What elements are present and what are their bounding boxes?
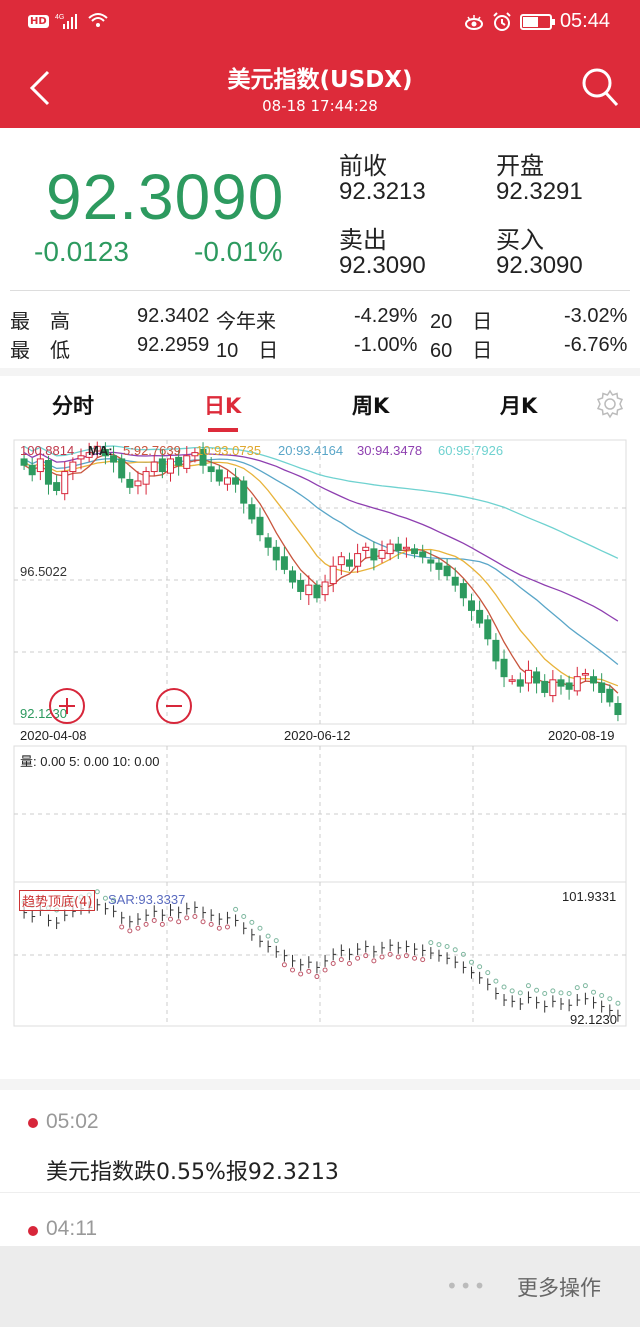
more-actions-button[interactable]: 更多操作 xyxy=(517,1276,601,1300)
bottom-action-bar: ••• 更多操作 xyxy=(0,1246,640,1327)
status-time: 05:44 xyxy=(559,10,610,32)
trend-indicator-badge[interactable]: 趋势顶底(4) xyxy=(19,890,96,911)
news-feed: 05:02 美元指数跌0.55%报92.3213 04:11 xyxy=(0,1090,640,1250)
signal-icon: 4G xyxy=(55,14,77,29)
sar-low-label: 92.1230 xyxy=(570,1012,617,1027)
bid-price: 买入 92.3090 xyxy=(496,226,583,279)
price-change: -0.0123 xyxy=(34,236,129,267)
chart-canvas[interactable] xyxy=(0,434,640,1079)
news-time: 05:02 xyxy=(46,1110,99,1133)
search-button[interactable] xyxy=(580,66,620,108)
tab-intraday[interactable]: 分时 xyxy=(52,394,94,418)
current-price: 92.3090 xyxy=(46,161,285,233)
divider xyxy=(0,1192,640,1193)
back-button[interactable] xyxy=(26,68,56,108)
stats-row-high: 最 高 92.3402 今年来 -4.29% 20 日 -3.02% xyxy=(10,305,628,333)
gear-icon[interactable] xyxy=(594,388,626,420)
zoom-in-button[interactable] xyxy=(49,688,85,724)
date-label-end: 2020-08-19 xyxy=(548,728,615,743)
eye-comfort-icon xyxy=(464,14,483,30)
tab-monthly-k[interactable]: 月K xyxy=(500,394,538,418)
search-icon xyxy=(582,68,619,107)
wifi-icon xyxy=(88,13,108,27)
chart-period-tabs: 分时 日K 周K 月K xyxy=(0,376,640,434)
date-label-start: 2020-04-08 xyxy=(20,728,87,743)
battery-icon xyxy=(519,13,555,30)
news-dot-icon xyxy=(28,1226,38,1236)
zoom-out-button[interactable] xyxy=(156,688,192,724)
news-time: 04:11 xyxy=(46,1217,97,1240)
open-price: 开盘 92.3291 xyxy=(496,152,583,205)
prev-close: 前收 92.3213 xyxy=(339,152,426,205)
more-dots-icon[interactable]: ••• xyxy=(446,1274,488,1298)
sar-high-label: 101.9331 xyxy=(562,889,617,904)
news-dot-icon xyxy=(28,1118,38,1128)
chart-mid-label: 96.5022 xyxy=(20,564,67,579)
ma30-legend: 30:94.3478 xyxy=(357,443,423,458)
alarm-icon xyxy=(493,11,511,31)
ma20-legend: 20:93.4164 xyxy=(278,443,344,458)
app-header: HD 4G 05:44 xyxy=(0,0,640,128)
divider xyxy=(10,290,630,291)
volume-legend: 量: 0.00 5: 0.00 10: 0.00 xyxy=(20,754,160,769)
news-item[interactable]: 04:11 xyxy=(0,1193,640,1250)
hd-icon: HD xyxy=(28,14,49,28)
page-title: 美元指数(USDX) xyxy=(227,67,413,93)
price-change-percent: -0.01% xyxy=(194,236,283,267)
ma10-legend: 10:93.0735 xyxy=(196,443,262,458)
ma5-legend: 5:92.7639 xyxy=(123,443,181,458)
svg-text:4G: 4G xyxy=(55,14,64,21)
tab-weekly-k[interactable]: 周K xyxy=(352,394,390,418)
news-text: 美元指数跌0.55%报92.3213 xyxy=(46,1160,339,1185)
ma60-legend: 60:95.7926 xyxy=(438,443,504,458)
sar-value-label: SAR:93.3337 xyxy=(108,892,186,907)
ask-price: 卖出 92.3090 xyxy=(339,226,426,279)
active-tab-indicator xyxy=(208,428,238,432)
news-item[interactable]: 05:02 美元指数跌0.55%报92.3213 xyxy=(0,1090,640,1192)
kline-chart[interactable]: 100.8814 MA: 5:92.7639 10:93.0735 20:93.… xyxy=(0,434,640,1079)
page-subtitle-timestamp: 08-18 17:44:28 xyxy=(262,97,378,115)
stats-row-low: 最 低 92.2959 10 日 -1.00% 60 日 -6.76% xyxy=(10,334,628,362)
tab-daily-k[interactable]: 日K xyxy=(204,394,242,418)
chart-high-label: 100.8814 xyxy=(20,443,75,458)
status-bar: HD 4G 05:44 xyxy=(0,0,640,46)
ma-legend-prefix: MA: xyxy=(88,443,113,458)
quote-panel: 92.3090 -0.0123 -0.01% 前收 92.3213 开盘 92.… xyxy=(0,128,640,368)
date-label-mid: 2020-06-12 xyxy=(284,728,351,743)
